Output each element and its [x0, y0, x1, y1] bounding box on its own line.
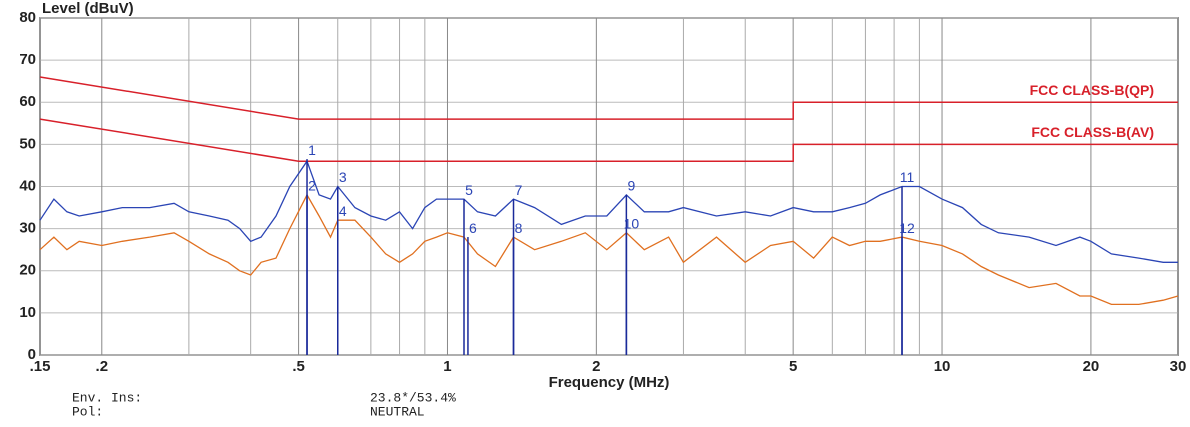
- marker-label: 8: [515, 220, 523, 236]
- x-tick-label: 20: [1083, 358, 1100, 375]
- x-tick-label: 10: [934, 358, 951, 375]
- trace: [39, 159, 1178, 263]
- y-axis-title: Level (dBuV): [42, 0, 134, 17]
- marker-label: 7: [515, 182, 523, 198]
- marker-label: 9: [627, 178, 635, 194]
- y-tick-label: 30: [19, 220, 36, 237]
- y-tick-label: 0: [28, 346, 36, 363]
- y-tick-label: 50: [19, 135, 36, 152]
- x-tick-label: 5: [789, 358, 797, 375]
- marker-label: 10: [624, 216, 640, 232]
- y-tick-label: 60: [19, 93, 36, 110]
- footer-value: 23.8*/53.4%: [370, 390, 456, 405]
- footer-label: Env. Ins:: [72, 390, 142, 405]
- y-tick-label: 70: [19, 51, 36, 68]
- y-tick-label: 80: [19, 9, 36, 26]
- footer-label: Pol:: [72, 404, 103, 419]
- marker-label: 4: [339, 203, 347, 219]
- marker-label: 5: [465, 182, 473, 198]
- limit-label: FCC CLASS-B(QP): [1030, 82, 1154, 98]
- marker-label: 3: [339, 169, 347, 185]
- footer-value: NEUTRAL: [370, 404, 425, 419]
- x-tick-label: 30: [1170, 358, 1187, 375]
- x-tick-label: .2: [96, 358, 109, 375]
- marker-label: 11: [900, 169, 915, 185]
- limit-label: FCC CLASS-B(AV): [1031, 124, 1154, 140]
- marker-label: 6: [469, 220, 477, 236]
- limit-line: [39, 76, 1178, 120]
- x-tick-label: .5: [292, 358, 305, 375]
- x-tick-label: .15: [30, 358, 51, 375]
- y-tick-label: 10: [19, 304, 36, 321]
- x-axis-title: Frequency (MHz): [549, 374, 670, 391]
- marker-label: 12: [899, 220, 915, 236]
- y-tick-label: 40: [19, 177, 36, 194]
- marker-label: 1: [308, 142, 316, 158]
- limit-line: [39, 118, 1178, 162]
- marker-label: 2: [308, 178, 316, 194]
- x-tick-label: 1: [443, 358, 451, 375]
- y-tick-label: 20: [19, 262, 36, 279]
- x-tick-label: 2: [592, 358, 600, 375]
